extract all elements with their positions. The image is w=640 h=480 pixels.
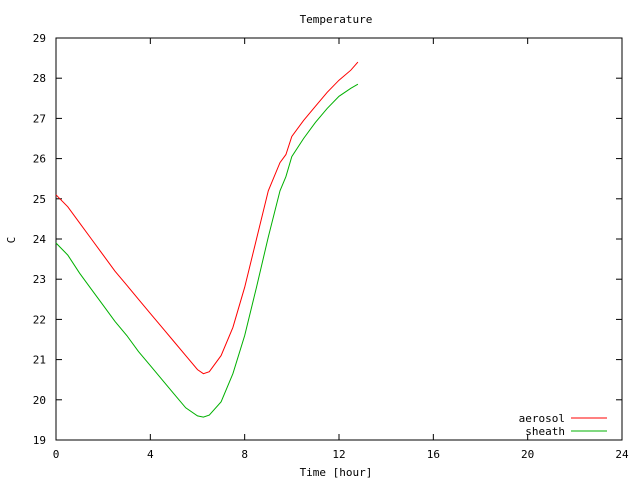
plot-frame: [55, 37, 623, 441]
y-tick-label: 21: [33, 354, 46, 367]
y-tick-label: 29: [33, 32, 46, 45]
x-tick-label: 4: [147, 448, 154, 461]
y-tick-label: 24: [33, 233, 47, 246]
y-tick-label: 27: [33, 112, 46, 125]
x-axis-label: Time [hour]: [300, 466, 373, 479]
axis-ticks: 0 4 8 12 16 20 24 19 20 21 22 23 24 25 26 27 28 29: [33, 32, 629, 461]
y-axis-label: C: [5, 237, 18, 244]
x-tick-label: 24: [615, 448, 629, 461]
x-tick-label: 0: [53, 448, 60, 461]
series-lines: [55, 61, 359, 418]
y-tick-label: 19: [33, 434, 46, 447]
y-tick-label: 26: [33, 153, 46, 166]
x-tick-label: 12: [332, 448, 345, 461]
legend-label-aerosol: aerosol: [519, 412, 565, 425]
y-tick-label: 20: [33, 394, 46, 407]
x-tick-label: 20: [521, 448, 534, 461]
x-tick-label: 16: [427, 448, 440, 461]
y-tick-label: 22: [33, 313, 46, 326]
x-tick-label: 8: [241, 448, 248, 461]
y-tick-label: 28: [33, 72, 46, 85]
legend-label-sheath: sheath: [525, 425, 565, 438]
chart-title: Temperature: [300, 13, 373, 26]
series-line-aerosol: [55, 61, 359, 375]
y-tick-label: 23: [33, 273, 46, 286]
series-line-sheath: [55, 83, 359, 418]
y-tick-label: 25: [33, 193, 46, 206]
